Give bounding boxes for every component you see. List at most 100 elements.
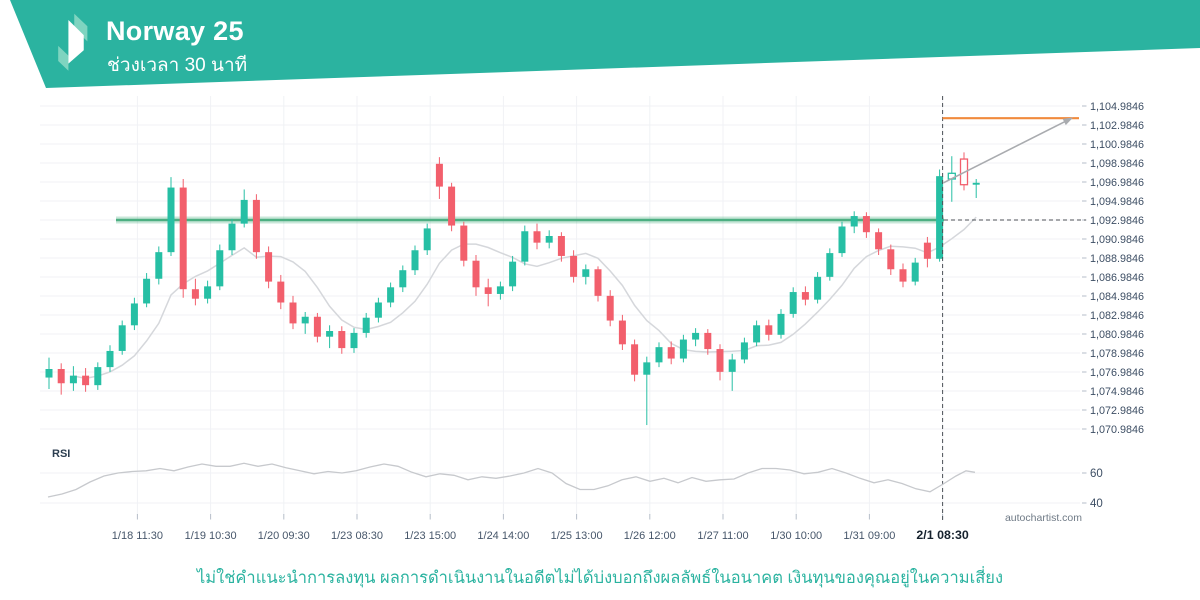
banner-shape bbox=[10, 0, 1200, 88]
candle-body bbox=[240, 199, 248, 224]
candle-body bbox=[350, 332, 358, 349]
candle-body bbox=[252, 199, 260, 253]
candle-body bbox=[289, 302, 297, 324]
candle-body bbox=[387, 287, 395, 303]
price-axis-label: 1,090.9846 bbox=[1090, 234, 1144, 246]
candle-body bbox=[57, 369, 65, 384]
candle-body bbox=[484, 287, 492, 294]
candle-body bbox=[374, 302, 382, 318]
trend-line bbox=[943, 120, 1067, 184]
rsi-axis-label: 40 bbox=[1090, 498, 1103, 510]
candle-body bbox=[94, 367, 102, 386]
candle-body bbox=[301, 316, 309, 324]
price-axis-label: 1,082.9846 bbox=[1090, 310, 1144, 322]
candle-body bbox=[265, 252, 273, 282]
candle-body bbox=[155, 252, 163, 279]
candle-body bbox=[45, 369, 53, 378]
candle-body bbox=[69, 375, 77, 384]
header-banner bbox=[10, 0, 1200, 88]
date-axis-label: 1/26 12:00 bbox=[624, 530, 676, 542]
candle-body bbox=[399, 270, 407, 288]
candle-body bbox=[594, 269, 602, 296]
candle-body bbox=[179, 187, 187, 290]
candle-body bbox=[216, 250, 224, 287]
candle-body bbox=[679, 339, 687, 359]
candle-body bbox=[521, 231, 529, 262]
candle-body bbox=[936, 176, 944, 259]
candle-body bbox=[167, 187, 175, 253]
logo-mint-top bbox=[74, 13, 88, 42]
price-axis-label: 1,072.9846 bbox=[1090, 405, 1144, 417]
candle-body bbox=[313, 316, 321, 337]
candle-body bbox=[655, 347, 663, 363]
candle-body bbox=[582, 269, 590, 277]
candle-body bbox=[533, 231, 541, 243]
candle-body bbox=[911, 262, 919, 282]
candle-body bbox=[753, 325, 761, 343]
price-axis-label: 1,096.9846 bbox=[1090, 177, 1144, 189]
candle-body bbox=[850, 216, 858, 227]
rsi-pane-label: RSI bbox=[52, 448, 71, 460]
timeframe-subtitle: ช่วงเวลา 30 นาที bbox=[107, 55, 248, 76]
rsi-line bbox=[47, 462, 976, 498]
candle-body bbox=[838, 226, 846, 254]
logo-mint-bottom bbox=[58, 45, 69, 71]
price-axis-label: 1,074.9846 bbox=[1090, 386, 1144, 398]
candle-body bbox=[509, 261, 517, 287]
candle-body bbox=[716, 349, 724, 372]
candle-body bbox=[472, 260, 480, 288]
rsi-axis-label: 60 bbox=[1090, 468, 1103, 480]
candle-body bbox=[496, 286, 504, 294]
price-axis-label: 1,078.9846 bbox=[1090, 348, 1144, 360]
candle-body bbox=[692, 332, 700, 340]
risk-disclaimer: ไม่ใช่คำแนะนำการลงทุน ผลการดำเนินงานในอด… bbox=[196, 569, 1004, 587]
candle-body bbox=[765, 325, 773, 335]
price-axis-label: 1,076.9846 bbox=[1090, 367, 1144, 379]
date-axis-label: 1/19 10:30 bbox=[185, 530, 237, 542]
watermark: autochartist.com bbox=[1004, 512, 1082, 524]
candle-body bbox=[82, 375, 90, 386]
candle-body bbox=[204, 286, 212, 299]
date-axis-label: 2/1 08:30 bbox=[916, 528, 968, 542]
candle-body bbox=[618, 320, 626, 345]
candle-body bbox=[801, 292, 809, 300]
candle-body bbox=[448, 186, 456, 226]
candle-body bbox=[326, 331, 334, 337]
candle-body bbox=[460, 225, 468, 261]
candle-body bbox=[423, 228, 431, 251]
price-axis-label: 1,092.9846 bbox=[1090, 215, 1144, 227]
candle-body bbox=[740, 342, 748, 360]
price-axis-label: 1,100.9846 bbox=[1090, 139, 1144, 151]
price-axis-label: 1,102.9846 bbox=[1090, 120, 1144, 132]
date-axis-label: 1/31 09:00 bbox=[843, 530, 895, 542]
autochartist-logo bbox=[58, 13, 88, 71]
candle-body bbox=[570, 255, 578, 277]
candle-body bbox=[777, 313, 785, 335]
candle-body bbox=[862, 216, 870, 233]
candle-body bbox=[814, 276, 822, 300]
date-axis-label: 1/27 11:00 bbox=[697, 530, 748, 542]
price-axis-label: 1,094.9846 bbox=[1090, 196, 1144, 208]
candle-body bbox=[899, 269, 907, 282]
candle-body bbox=[728, 359, 736, 372]
candle-body bbox=[887, 249, 895, 270]
candle-body bbox=[875, 232, 883, 250]
candle-body bbox=[631, 344, 639, 375]
price-axis-label: 1,070.9846 bbox=[1090, 424, 1144, 436]
price-axis-label: 1,080.9846 bbox=[1090, 329, 1144, 341]
candle-body bbox=[411, 250, 419, 271]
price-axis-label: 1,098.9846 bbox=[1090, 158, 1144, 170]
candle-body bbox=[704, 332, 712, 350]
price-axis-label: 1,086.9846 bbox=[1090, 272, 1144, 284]
candle-body bbox=[228, 223, 236, 251]
candle-body bbox=[667, 347, 675, 359]
candle-body bbox=[277, 281, 285, 303]
date-axis-label: 1/30 10:00 bbox=[770, 530, 822, 542]
logo-white-chevron bbox=[68, 20, 84, 64]
date-axis-label: 1/18 11:30 bbox=[112, 530, 163, 542]
candle-body bbox=[118, 325, 126, 351]
candle-body bbox=[606, 295, 614, 321]
candle-body bbox=[435, 163, 443, 187]
candle-body bbox=[338, 331, 346, 349]
